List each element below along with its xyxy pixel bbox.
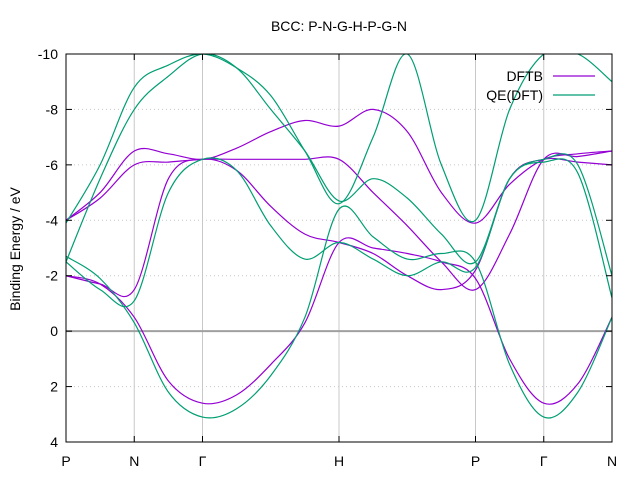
series-qe-dft — [66, 54, 612, 419]
band-line — [66, 205, 612, 419]
chart-title: BCC: P-N-G-H-P-G-N — [271, 18, 407, 34]
band-line — [66, 150, 612, 291]
x-tick-label: P — [61, 453, 70, 469]
y-tick-label: -8 — [46, 101, 59, 117]
series-group — [66, 54, 612, 419]
y-tick-labels: -10 -8 -6 -4 -2 0 2 4 — [38, 46, 58, 450]
y-tick-label: -6 — [46, 157, 59, 173]
y-tick-label: 2 — [50, 379, 58, 395]
y-tick-label: -10 — [38, 46, 58, 62]
x-tick-label: Γ — [199, 453, 207, 469]
band-line — [66, 54, 612, 224]
x-tick-label: Γ — [540, 453, 548, 469]
legend-label: DFTB — [506, 68, 543, 84]
x-tick-label: N — [607, 453, 617, 469]
y-tick-label: -4 — [46, 212, 59, 228]
legend-label: QE(DFT) — [486, 87, 543, 103]
band-line — [66, 54, 612, 276]
tick-marks — [65, 53, 613, 443]
legend: DFTB QE(DFT) — [486, 68, 595, 103]
y-tick-label: -2 — [46, 268, 59, 284]
x-tick-label: N — [129, 453, 139, 469]
x-tick-label: P — [471, 453, 480, 469]
y-axis-label: Binding Energy / eV — [7, 186, 23, 310]
band-line — [66, 157, 612, 308]
band-line — [66, 108, 612, 224]
y-tick-label: 4 — [50, 434, 58, 450]
grid — [66, 54, 612, 442]
y-tick-label: 0 — [50, 323, 58, 339]
x-tick-label: H — [334, 453, 344, 469]
